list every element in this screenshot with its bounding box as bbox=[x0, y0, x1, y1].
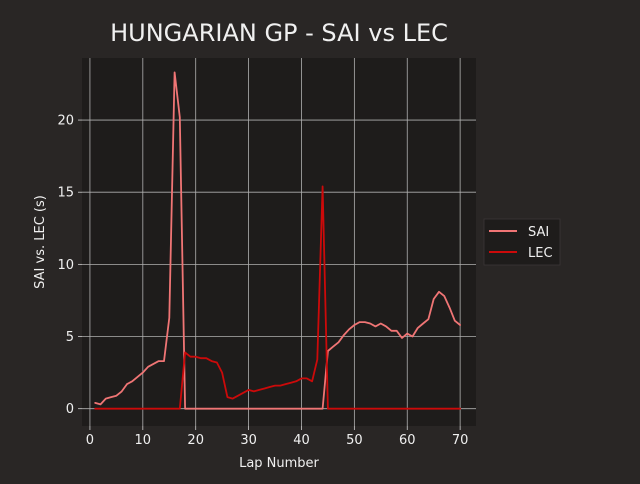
y-tick-label: 10 bbox=[57, 258, 74, 273]
y-axis-label: SAI vs. LEC (s) bbox=[33, 195, 48, 289]
x-tick-label: 60 bbox=[399, 433, 416, 448]
legend-box bbox=[483, 218, 561, 266]
x-tick-label: 10 bbox=[135, 433, 152, 448]
x-tick-label: 20 bbox=[187, 433, 204, 448]
x-tick-label: 30 bbox=[240, 433, 257, 448]
legend-label-lec: LEC bbox=[528, 246, 553, 261]
series-line-sai bbox=[94, 71, 462, 410]
x-tick-label: 70 bbox=[452, 433, 469, 448]
x-tick-label: 0 bbox=[86, 433, 94, 448]
y-tick-label: 20 bbox=[57, 114, 74, 129]
y-tick-label: 5 bbox=[66, 330, 74, 345]
series-layer bbox=[94, 71, 462, 410]
y-tick-label: 15 bbox=[57, 186, 74, 201]
y-tick-label: 0 bbox=[66, 402, 74, 417]
legend: SAI LEC bbox=[483, 218, 561, 266]
chart-title: HUNGARIAN GP - SAI vs LEC bbox=[110, 19, 448, 47]
series-line-lec bbox=[94, 185, 462, 410]
x-tick-label: 40 bbox=[293, 433, 310, 448]
axis-ticks: 0 10 20 30 40 50 60 70 0 5 10 15 20 bbox=[57, 114, 468, 448]
plot-area bbox=[82, 58, 476, 426]
x-tick-label: 50 bbox=[346, 433, 363, 448]
x-axis-label: Lap Number bbox=[239, 456, 319, 471]
legend-label-sai: SAI bbox=[528, 225, 549, 240]
